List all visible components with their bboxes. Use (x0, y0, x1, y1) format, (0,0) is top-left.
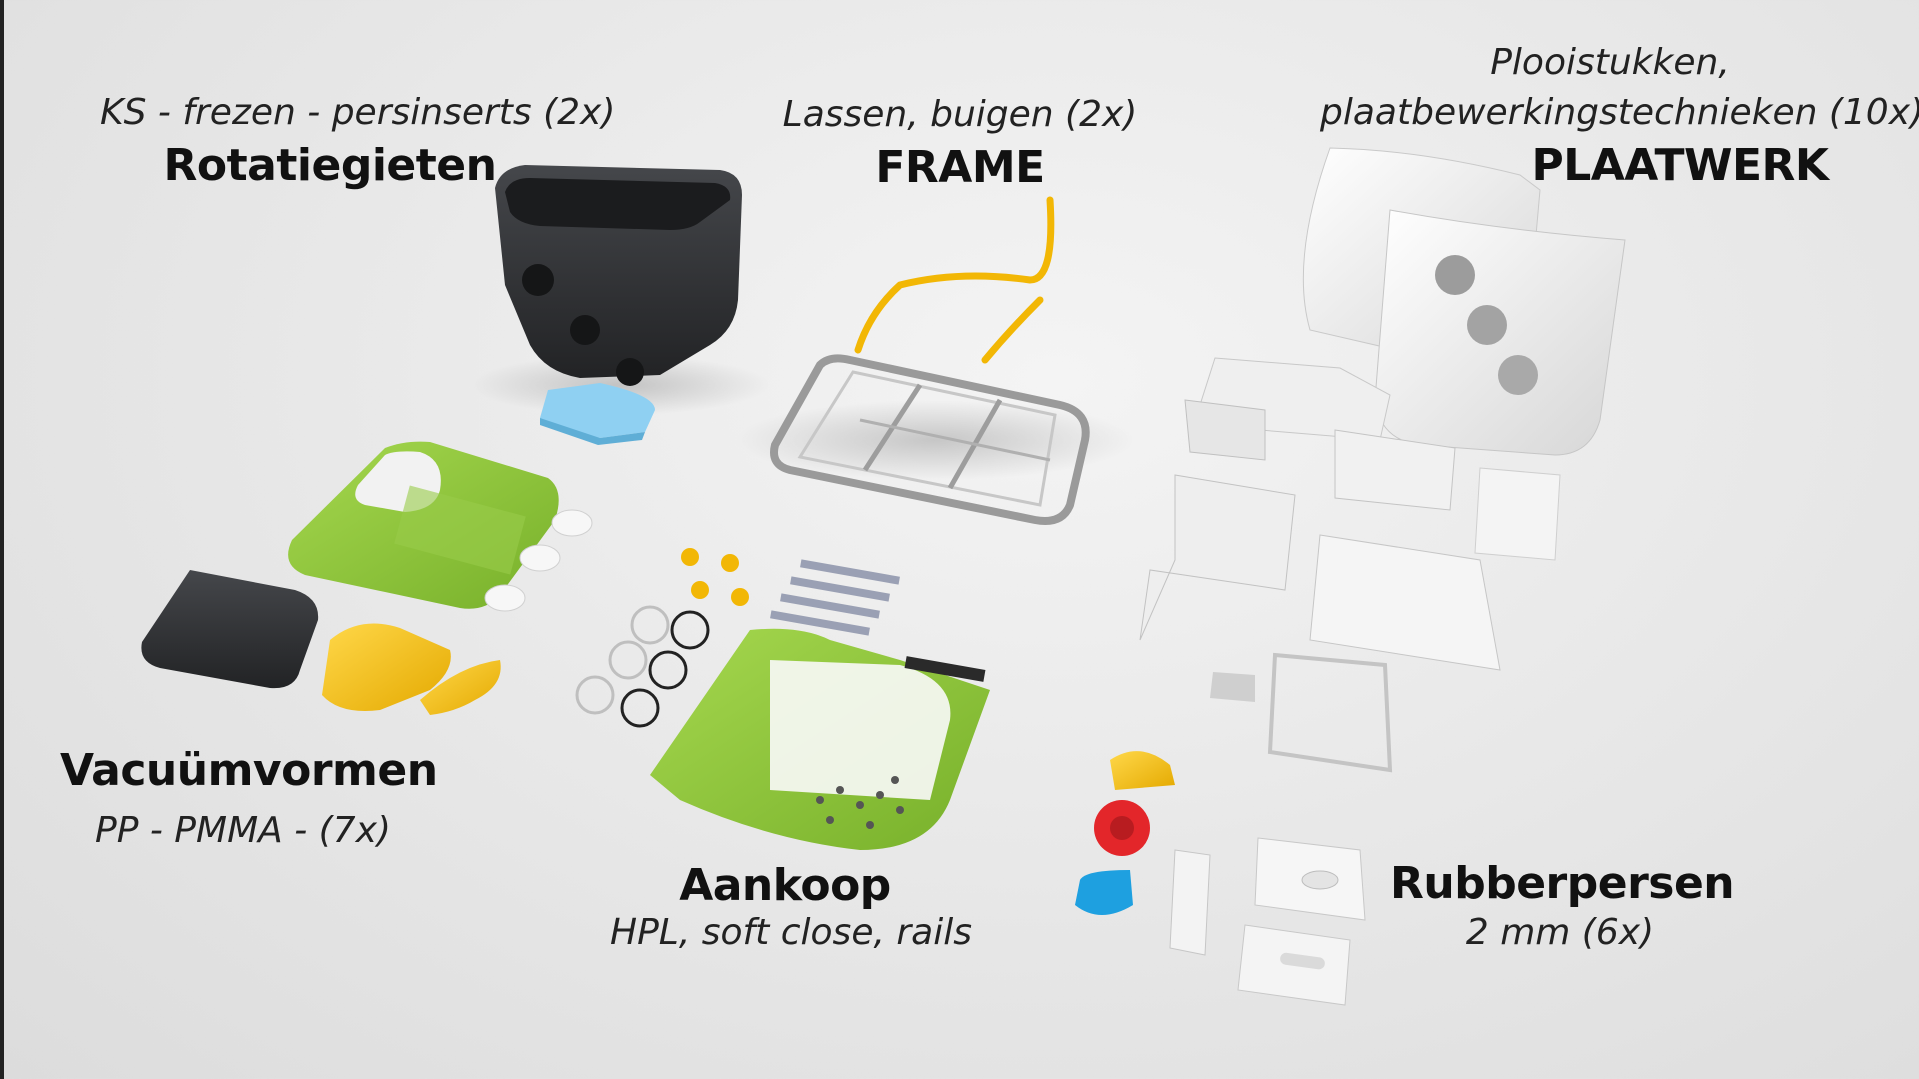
sheet-metal-parts (1139, 147, 1626, 773)
rotational-molded-bin (470, 165, 770, 415)
steel-tray-frame (735, 354, 1135, 525)
rotatiegieten-title: Rotatiegieten (163, 140, 497, 191)
left-border (0, 0, 4, 1079)
vacuumvormen-title: Vacuümvormen (60, 745, 438, 796)
rubberpersen-subtitle: 2 mm (6x) (1465, 912, 1655, 953)
plaatwerk-subtitle-line1: Plooistukken, (1490, 42, 1730, 83)
vacuum-formed-parts (141, 441, 593, 715)
frame-title: FRAME (875, 142, 1045, 193)
vacuumvormen-subtitle: PP - PMMA - (7x) (95, 810, 391, 851)
aankoop-title: Aankoop (679, 860, 891, 911)
frame-subtitle: Lassen, buigen (2x) (782, 94, 1138, 135)
rubber-pressed-parts (1075, 751, 1366, 1006)
purchased-parts (575, 548, 990, 850)
aankoop-subtitle: HPL, soft close, rails (610, 912, 972, 953)
rotatiegieten-subtitle: KS - frezen - persinserts (2x) (100, 92, 616, 133)
plaatwerk-subtitle-line2: plaatbewerkingstechnieken (10x) (1320, 92, 1919, 133)
plaatwerk-title: PLAATWERK (1531, 140, 1829, 191)
rubberpersen-title: Rubberpersen (1390, 858, 1735, 909)
blue-insert-part (540, 383, 655, 445)
yellow-bent-frame-rod (854, 196, 1055, 364)
